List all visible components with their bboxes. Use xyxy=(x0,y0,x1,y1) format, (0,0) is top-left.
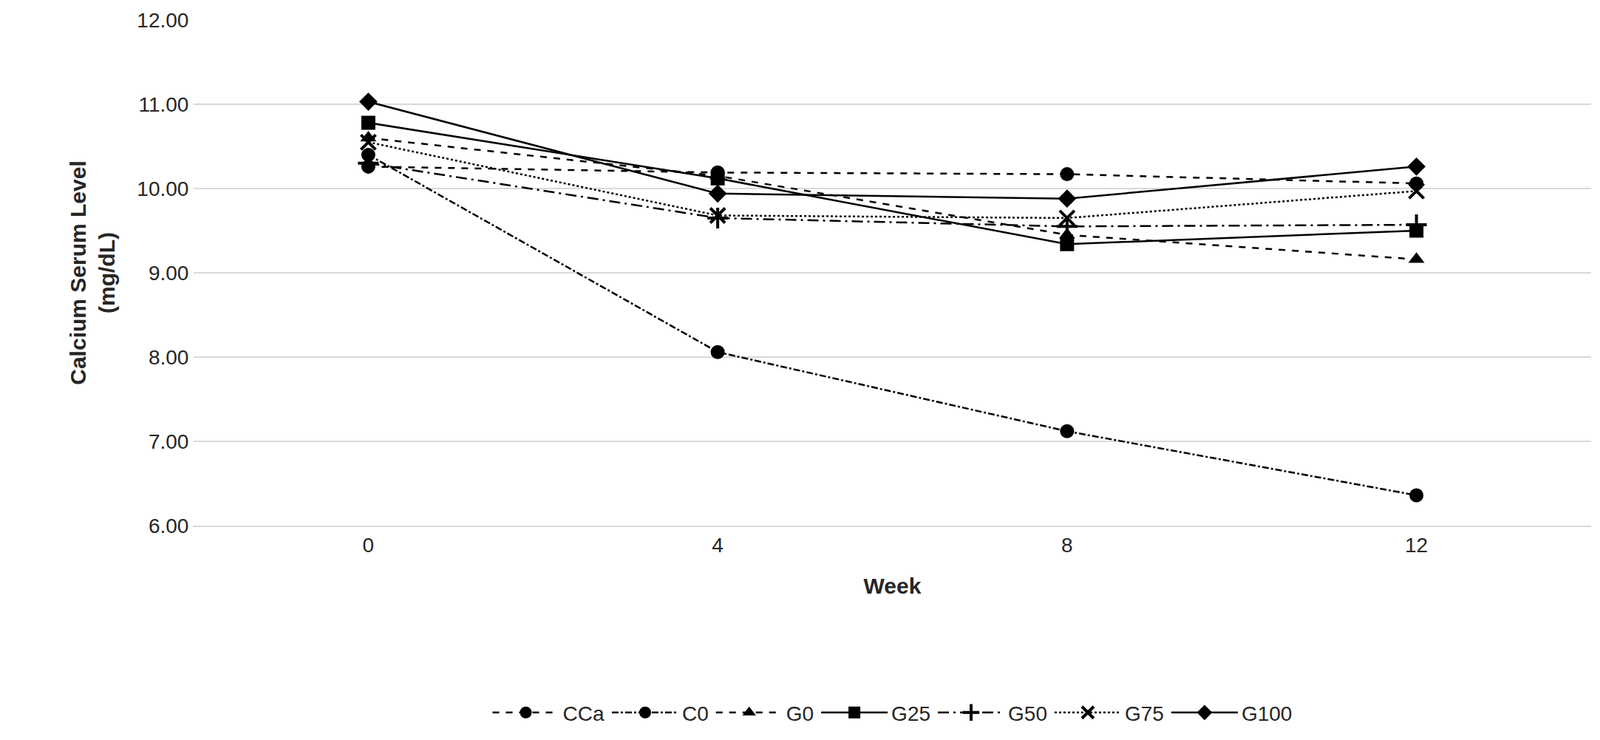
svg-text:C0: C0 xyxy=(682,702,709,725)
svg-text:G100: G100 xyxy=(1241,702,1293,725)
svg-text:G75: G75 xyxy=(1124,702,1164,725)
svg-text:12: 12 xyxy=(1404,533,1428,557)
svg-text:11.00: 11.00 xyxy=(138,93,189,117)
svg-text:8.00: 8.00 xyxy=(148,345,190,369)
svg-text:7.00: 7.00 xyxy=(148,430,190,454)
svg-text:8: 8 xyxy=(1061,533,1074,557)
svg-text:10.00: 10.00 xyxy=(136,177,189,201)
svg-text:4: 4 xyxy=(711,533,724,557)
svg-text:G0: G0 xyxy=(786,702,814,725)
svg-text:G25: G25 xyxy=(891,702,931,725)
svg-text:Calcium Serum Level(mg/dL): Calcium Serum Level(mg/dL) xyxy=(65,160,119,385)
svg-text:12.00: 12.00 xyxy=(136,8,189,32)
svg-text:6.00: 6.00 xyxy=(148,514,190,538)
svg-text:CCa: CCa xyxy=(563,702,605,725)
svg-text:Week: Week xyxy=(863,573,922,598)
svg-text:G50: G50 xyxy=(1008,702,1048,725)
svg-text:9.00: 9.00 xyxy=(148,261,190,285)
svg-text:0: 0 xyxy=(362,533,375,557)
